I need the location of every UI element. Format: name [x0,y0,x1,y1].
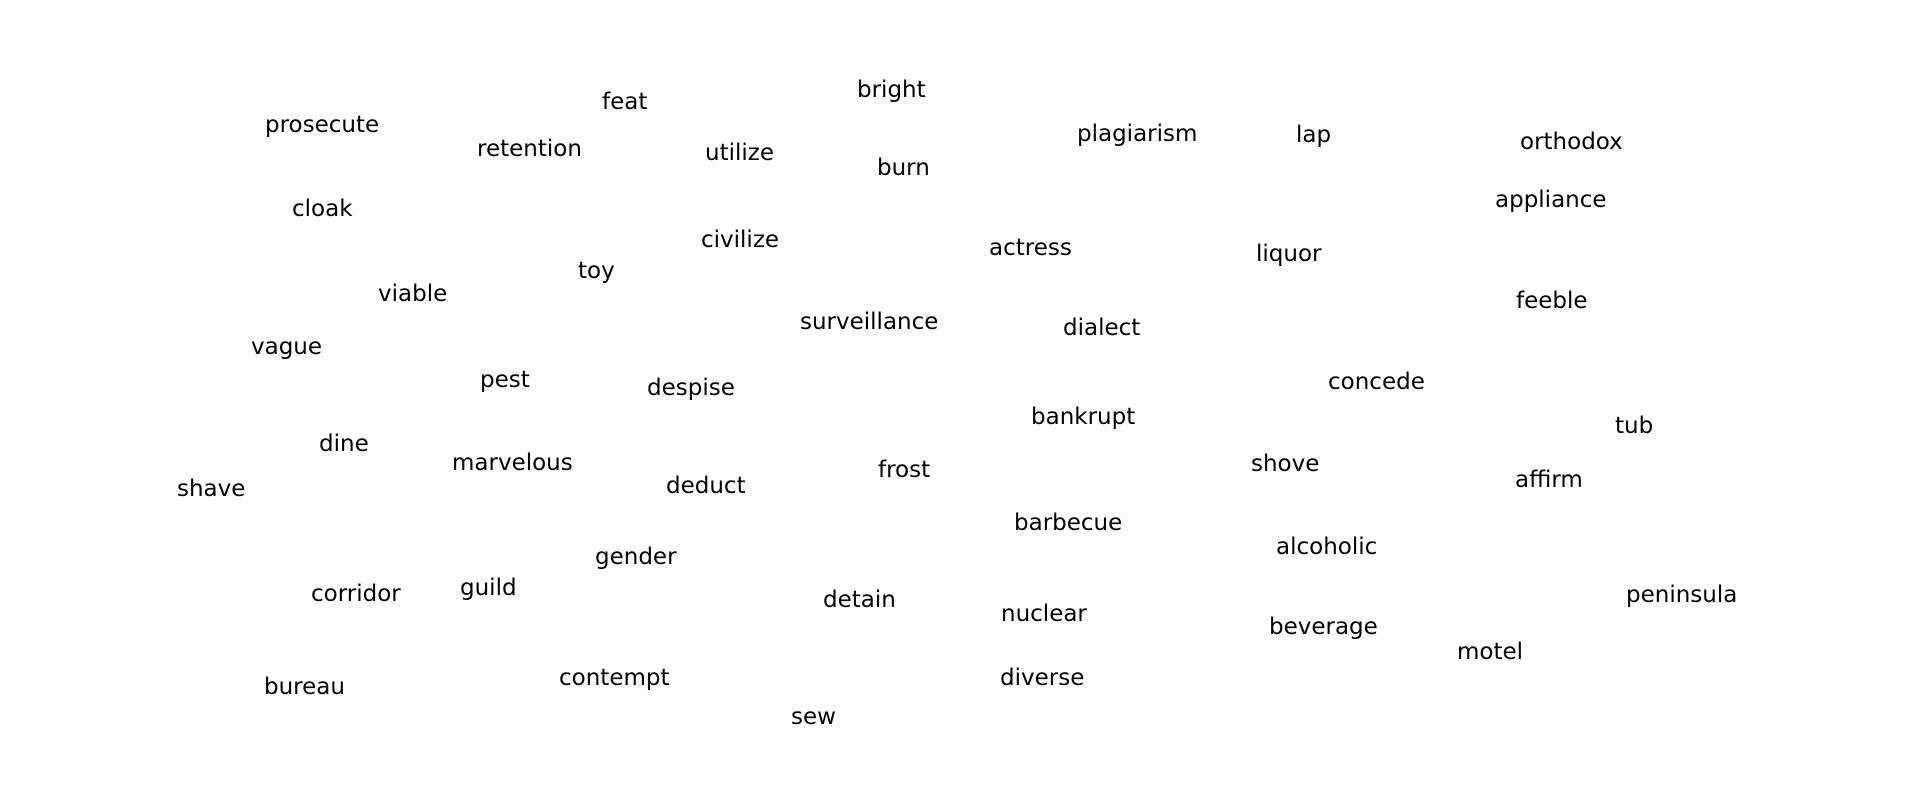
word-vague: vague [251,334,323,360]
word-alcoholic: alcoholic [1276,534,1378,560]
word-surveillance: surveillance [800,309,939,335]
word-diverse: diverse [1000,665,1085,691]
word-prosecute: prosecute [265,112,380,138]
word-deduct: deduct [666,473,746,499]
word-peninsula: peninsula [1626,582,1738,608]
word-dialect: dialect [1063,315,1141,341]
word-frost: frost [878,457,931,483]
word-orthodox: orthodox [1520,129,1623,155]
word-feat: feat [602,89,648,115]
word-sew: sew [791,704,836,730]
word-despise: despise [647,375,735,401]
word-beverage: beverage [1269,614,1378,640]
word-actress: actress [989,235,1072,261]
word-cloak: cloak [292,196,353,222]
word-shove: shove [1251,451,1320,477]
word-toy: toy [578,258,615,284]
word-viable: viable [378,281,448,307]
word-bankrupt: bankrupt [1031,404,1136,430]
word-affirm: affirm [1515,467,1583,493]
word-pest: pest [480,367,530,393]
word-feeble: feeble [1516,288,1588,314]
word-lap: lap [1296,122,1332,148]
word-detain: detain [823,587,896,613]
word-retention: retention [477,136,582,162]
word-bright: bright [857,77,926,103]
word-appliance: appliance [1495,187,1607,213]
word-gender: gender [595,544,677,570]
word-barbecue: barbecue [1014,510,1123,536]
word-tub: tub [1615,413,1654,439]
word-civilize: civilize [701,227,780,253]
word-guild: guild [460,575,517,601]
word-corridor: corridor [311,581,401,607]
word-concede: concede [1328,369,1425,395]
word-shave: shave [177,476,246,502]
word-marvelous: marvelous [452,450,573,476]
word-motel: motel [1457,639,1524,665]
word-nuclear: nuclear [1001,601,1087,627]
word-burn: burn [877,155,930,181]
word-dine: dine [319,431,369,457]
word-utilize: utilize [705,140,774,166]
word-liquor: liquor [1256,241,1322,267]
word-contempt: contempt [559,665,670,691]
word-bureau: bureau [264,674,345,700]
word-plagiarism: plagiarism [1077,121,1198,147]
